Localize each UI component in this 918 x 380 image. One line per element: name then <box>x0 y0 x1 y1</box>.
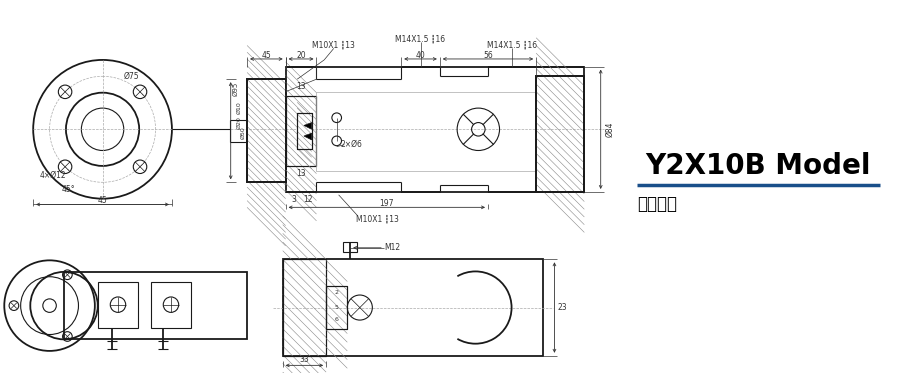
Text: M10X1 ┇13: M10X1 ┇13 <box>312 41 355 50</box>
Bar <box>283 260 326 356</box>
Text: 45: 45 <box>97 196 107 205</box>
Bar <box>536 76 585 192</box>
Text: M10X1 ┇13: M10X1 ┇13 <box>356 214 398 223</box>
Text: M12: M12 <box>384 243 400 252</box>
Bar <box>343 242 357 252</box>
Text: 40: 40 <box>416 51 425 60</box>
Text: 13: 13 <box>297 169 306 178</box>
Text: 法兰连接: 法兰连接 <box>637 195 677 214</box>
Text: 2: 2 <box>335 290 339 294</box>
Text: 197: 197 <box>379 199 394 208</box>
Text: Ø10: Ø10 <box>237 102 241 114</box>
Text: 2×Ø6: 2×Ø6 <box>341 140 362 149</box>
Bar <box>285 96 317 166</box>
Bar <box>297 113 311 149</box>
Text: 23: 23 <box>557 303 567 312</box>
Text: 45°: 45° <box>62 185 75 193</box>
Polygon shape <box>304 123 311 129</box>
Bar <box>247 79 285 182</box>
Text: M14X1.5 ┇16: M14X1.5 ┇16 <box>487 41 537 50</box>
Polygon shape <box>304 133 311 140</box>
Text: 12: 12 <box>303 195 312 204</box>
Bar <box>297 113 311 149</box>
Text: Ø95: Ø95 <box>232 82 239 96</box>
Bar <box>285 66 585 192</box>
Text: 5: 5 <box>335 305 339 310</box>
Text: 56: 56 <box>483 51 493 60</box>
Bar <box>285 96 317 166</box>
Text: Ø50: Ø50 <box>241 126 246 139</box>
Text: M14X1.5 ┇16: M14X1.5 ┇16 <box>396 34 445 43</box>
Text: Ø84: Ø84 <box>606 122 615 137</box>
Text: 6: 6 <box>335 317 339 321</box>
Text: 4×Ø12: 4×Ø12 <box>39 171 66 180</box>
Bar <box>326 287 347 329</box>
Bar <box>97 282 139 328</box>
Bar <box>247 79 285 182</box>
Bar <box>283 260 543 356</box>
Bar <box>151 282 191 328</box>
Bar <box>326 287 347 329</box>
Text: 20: 20 <box>297 51 306 60</box>
Text: 3: 3 <box>292 195 297 204</box>
Text: 33: 33 <box>299 355 309 364</box>
Bar <box>64 272 247 339</box>
Bar <box>536 76 585 192</box>
Text: Ø75: Ø75 <box>124 72 140 81</box>
Text: 45: 45 <box>262 51 271 60</box>
Text: 13: 13 <box>297 82 306 92</box>
Text: Ø20: Ø20 <box>237 116 241 129</box>
Text: Y2X10B Model: Y2X10B Model <box>645 152 870 180</box>
Bar <box>317 92 536 171</box>
Bar <box>283 260 326 356</box>
